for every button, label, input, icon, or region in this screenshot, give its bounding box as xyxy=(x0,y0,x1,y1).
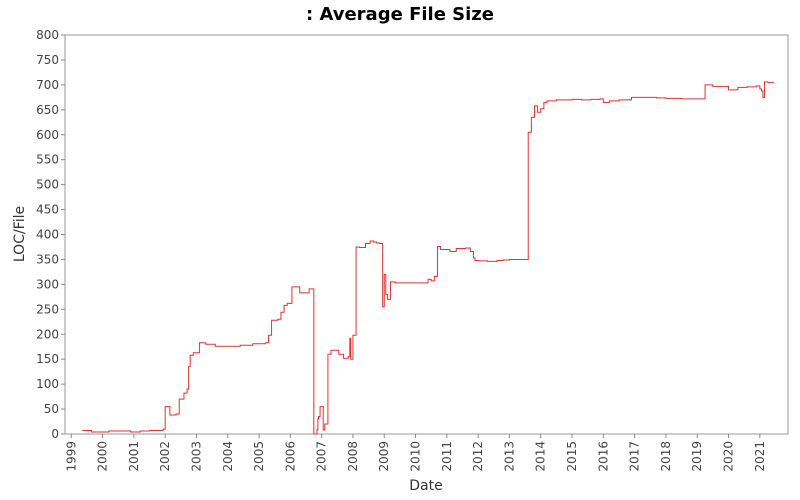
y-tick-label: 700 xyxy=(36,78,59,92)
x-tick-label: 2013 xyxy=(502,441,516,472)
x-tick-label: 2008 xyxy=(346,441,360,472)
x-tick-label: 2021 xyxy=(753,441,767,472)
x-tick-label: 2018 xyxy=(659,441,673,472)
y-tick-label: 650 xyxy=(36,103,59,117)
y-axis-ticks: 0 50 100 150 200 250 300 350 400 450 500 550 600 650 7… xyxy=(36,28,65,441)
x-axis-ticks: 1999 2000 2001 2002 2003 2004 2005 2006 2007 2008… xyxy=(64,434,767,472)
x-tick-label: 2011 xyxy=(440,441,454,472)
x-tick-label: 2010 xyxy=(409,441,423,472)
y-axis-label: LOC/File xyxy=(12,206,28,262)
y-tick-label: 300 xyxy=(36,277,59,291)
y-tick-label: 200 xyxy=(36,327,59,341)
x-tick-label: 2020 xyxy=(722,441,736,472)
y-tick-label: 100 xyxy=(36,377,59,391)
y-tick-label: 450 xyxy=(36,203,59,217)
x-tick-label: 2006 xyxy=(283,441,297,472)
x-tick-label: 2001 xyxy=(127,441,141,472)
x-tick-label: 2016 xyxy=(596,441,610,472)
series-line xyxy=(82,81,774,435)
y-tick-label: 150 xyxy=(36,352,59,366)
x-tick-label: 2012 xyxy=(471,441,485,472)
x-tick-label: 2015 xyxy=(565,441,579,472)
y-tick-label: 250 xyxy=(36,302,59,316)
x-tick-label: 2005 xyxy=(252,441,266,472)
y-tick-label: 800 xyxy=(36,28,59,42)
y-tick-label: 0 xyxy=(51,427,59,441)
y-tick-label: 500 xyxy=(36,178,59,192)
y-tick-label: 400 xyxy=(36,228,59,242)
x-axis-label: Date xyxy=(409,478,442,494)
x-tick-label: 2003 xyxy=(189,441,203,472)
plot-area xyxy=(64,34,789,435)
x-tick-label: 2019 xyxy=(690,441,704,472)
x-tick-label: 2004 xyxy=(221,441,235,472)
x-tick-label: 1999 xyxy=(64,441,78,472)
y-tick-label: 600 xyxy=(36,128,59,142)
x-tick-label: 2002 xyxy=(158,441,172,472)
x-tick-label: 2017 xyxy=(628,441,642,472)
x-tick-label: 2000 xyxy=(96,441,110,472)
y-tick-label: 750 xyxy=(36,53,59,67)
y-tick-label: 350 xyxy=(36,252,59,266)
x-tick-label: 2007 xyxy=(315,441,329,472)
y-tick-label: 550 xyxy=(36,153,59,167)
chart-title: : Average File Size xyxy=(306,4,494,25)
x-tick-label: 2009 xyxy=(377,441,391,472)
y-tick-label: 50 xyxy=(44,402,59,416)
x-tick-label: 2014 xyxy=(534,441,548,472)
